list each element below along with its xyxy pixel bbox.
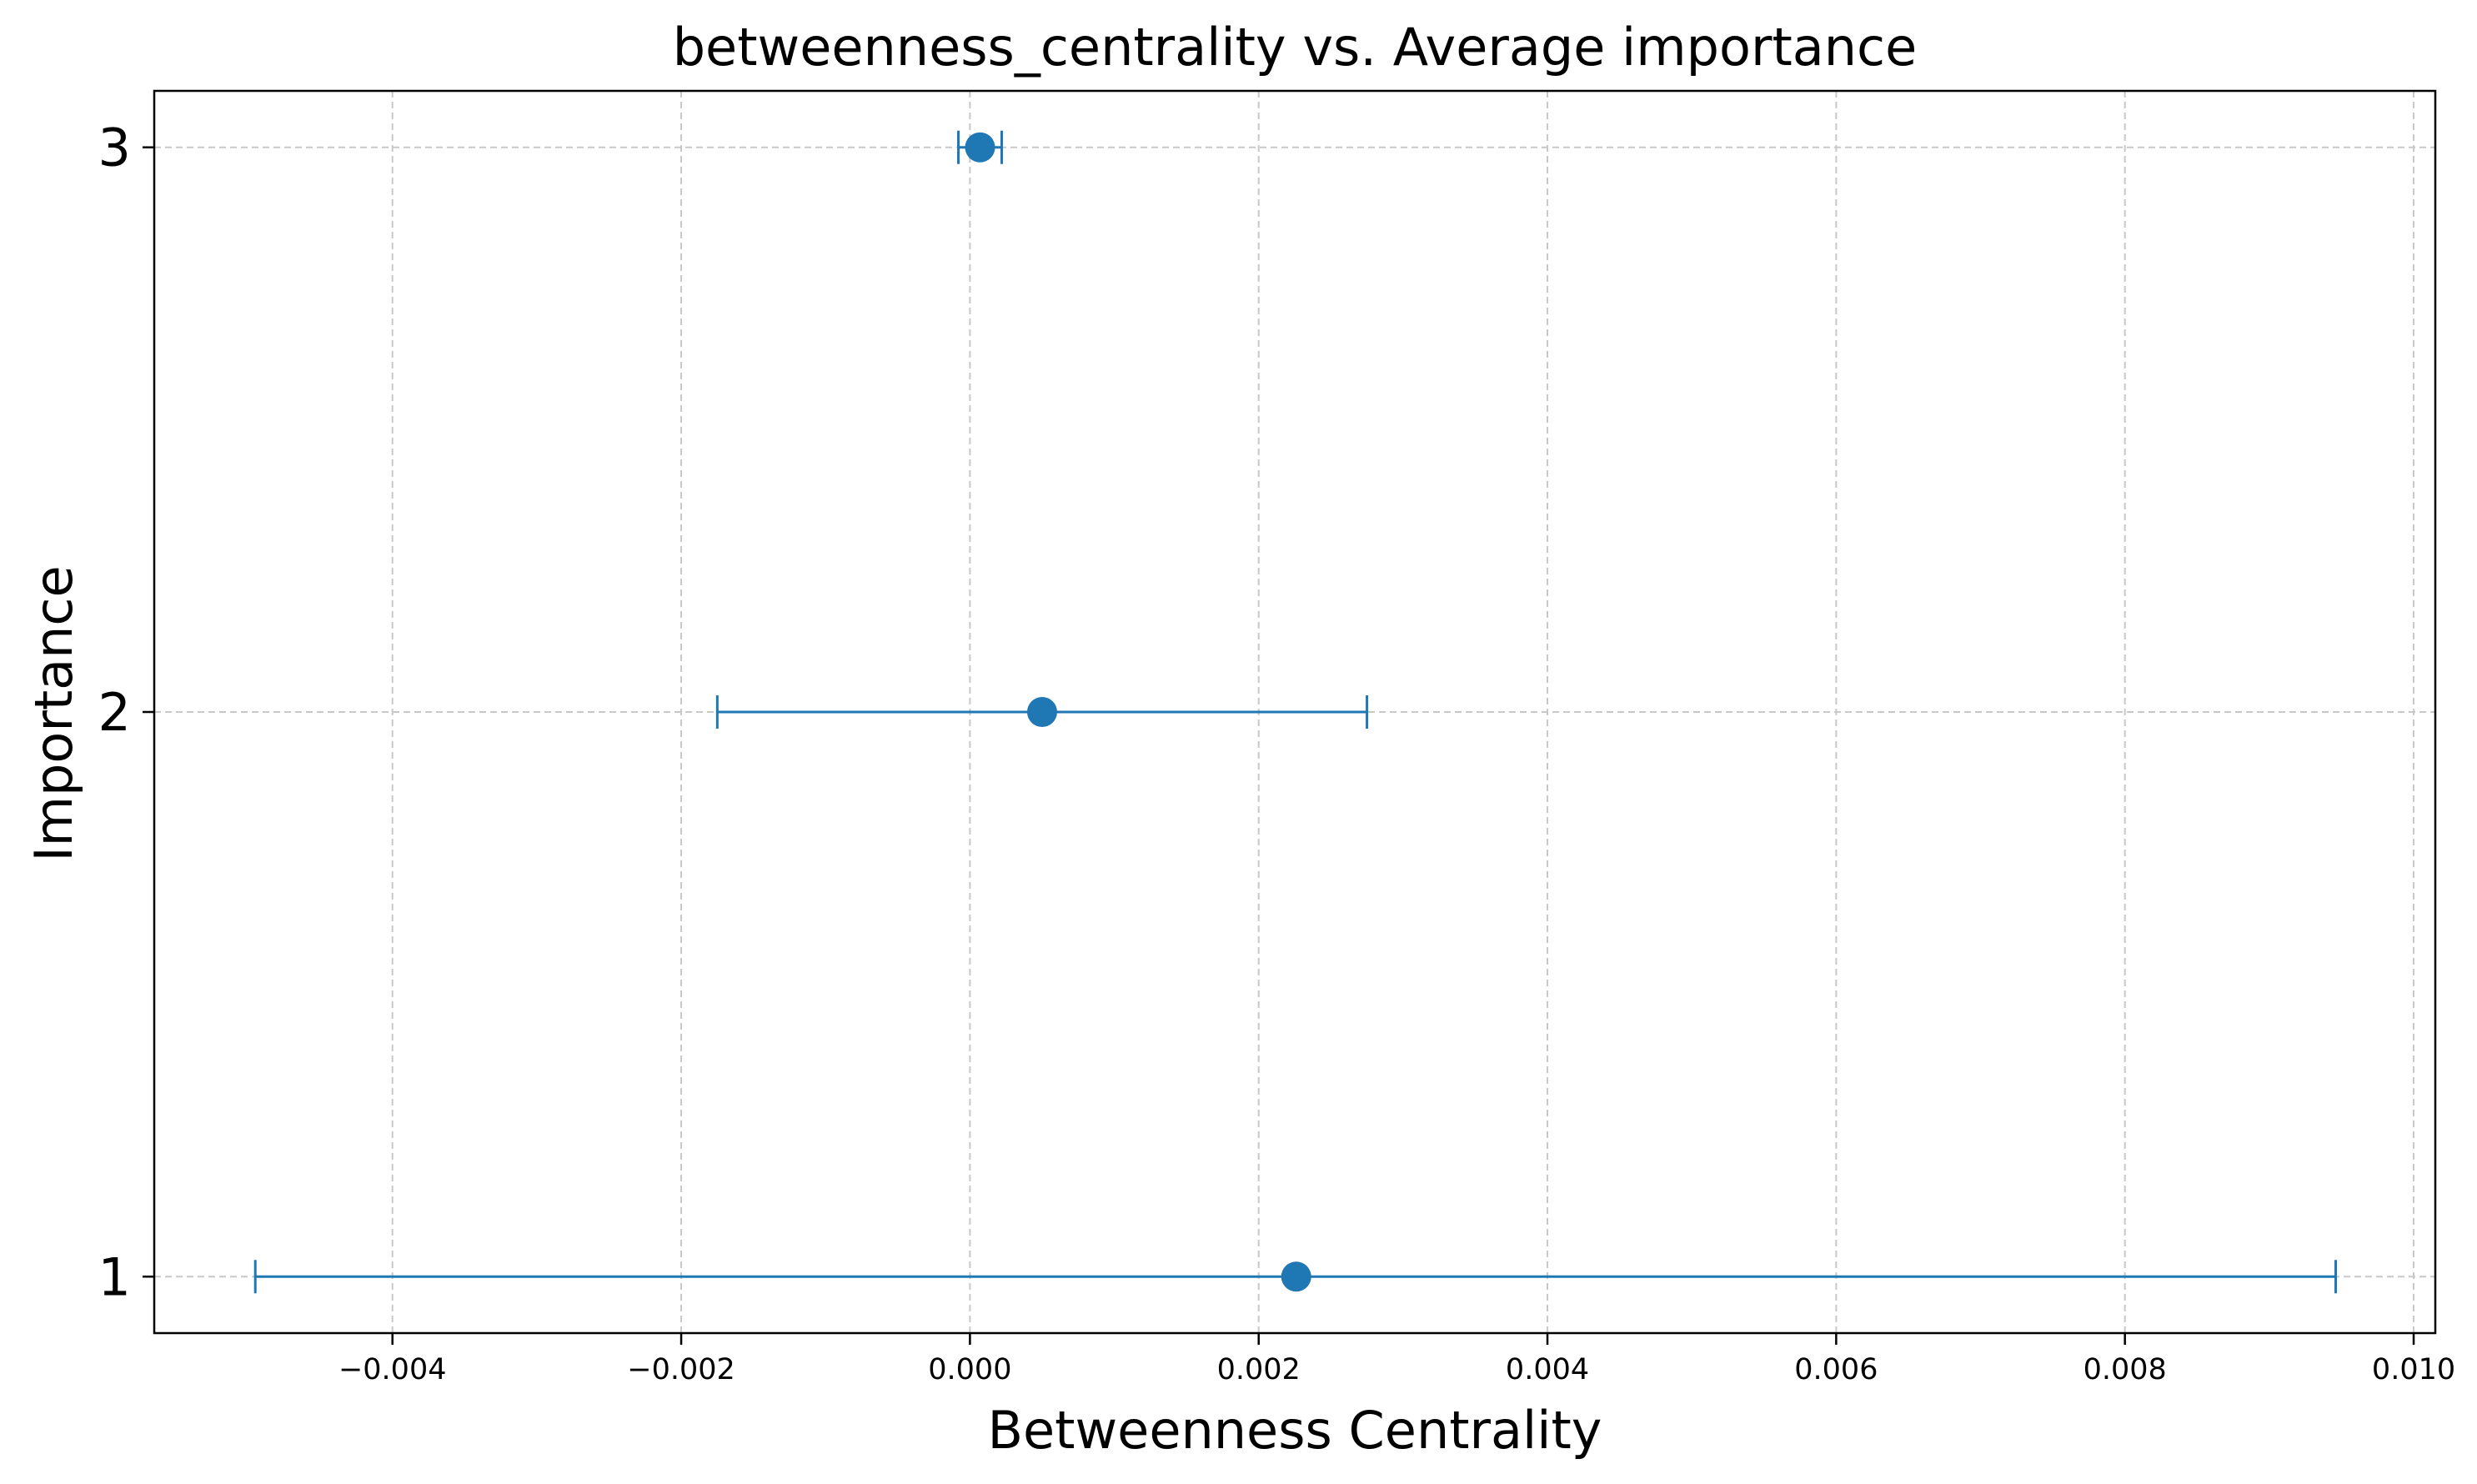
series <box>253 130 2338 1294</box>
x-axis-label: Betweenness Centrality <box>987 1400 1602 1461</box>
x-tick-label: 0.004 <box>1506 1353 1589 1386</box>
y-tick-label: 1 <box>98 1246 131 1307</box>
y-axis-label: Importance <box>23 565 84 861</box>
x-tick-label: 0.008 <box>2083 1353 2167 1386</box>
x-tick-label: 0.006 <box>1794 1353 1878 1386</box>
data-point <box>965 132 995 163</box>
data-point <box>1026 697 1057 727</box>
x-tick-label: −0.004 <box>338 1353 447 1386</box>
y-tick-label: 3 <box>98 118 131 178</box>
data-point <box>1281 1261 1311 1292</box>
x-tick-label: 0.000 <box>928 1353 1011 1386</box>
y-tick-label: 2 <box>98 682 131 743</box>
chart-title: betweenness_centrality vs. Average impor… <box>673 17 1918 78</box>
x-tick-label: −0.002 <box>627 1353 735 1386</box>
x-tick-label: 0.002 <box>1217 1353 1301 1386</box>
x-tick-label: 0.010 <box>2372 1353 2455 1386</box>
axis-ticks: −0.004 −0.002 0.000 0.002 0.004 0.006 0.008 0.0… <box>98 118 2456 1386</box>
